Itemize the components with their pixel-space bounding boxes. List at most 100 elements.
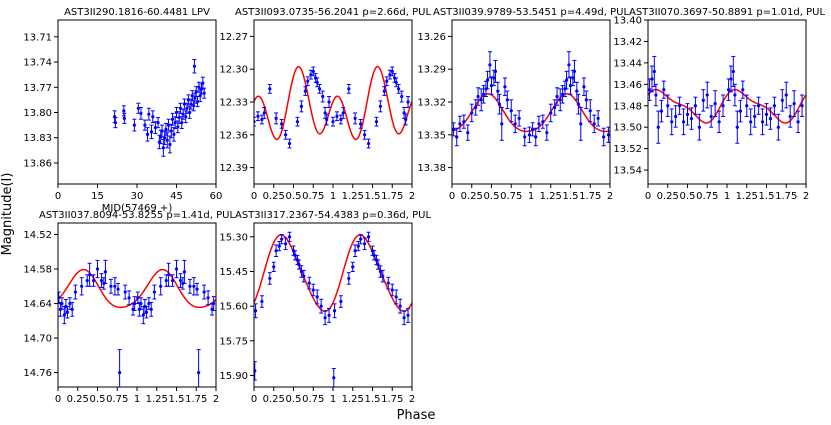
data-point (584, 90, 589, 110)
point-marker (299, 104, 303, 108)
point-marker (353, 249, 357, 253)
point-marker (582, 85, 586, 89)
data-point (202, 87, 207, 99)
point-marker (122, 116, 126, 120)
point-marker (466, 131, 470, 135)
data-point (530, 122, 535, 137)
point-marker (99, 278, 104, 283)
point-marker (697, 125, 701, 129)
point-marker (564, 78, 569, 82)
point-marker (287, 235, 292, 239)
point-marker (363, 242, 367, 246)
data-point (362, 237, 367, 251)
y-tick-label: 13.32 (417, 98, 446, 109)
x-tick-label: 0 (645, 191, 651, 202)
point-marker (470, 111, 474, 115)
point-marker (145, 132, 150, 136)
point-marker (406, 313, 410, 317)
data-point (145, 127, 150, 142)
point-marker (268, 87, 272, 91)
x-tick-label: 1.75 (185, 394, 207, 405)
data-point (192, 59, 197, 74)
point-marker (284, 242, 288, 246)
panels: AST3II290.1816-60.4481 LPV 0 15 30 45 60 13.71… (23, 7, 825, 405)
point-marker (721, 104, 725, 108)
data-point (283, 237, 288, 251)
chart-title: AST3II037.8094-53.8255 p=1.41d, PUL (39, 210, 235, 221)
chart-panel-3: AST3II039.9789-53.5451 p=4.49d, PUL 0 0.25… (417, 7, 629, 202)
point-marker (717, 120, 721, 124)
point-marker (488, 63, 492, 67)
data-point (681, 108, 686, 136)
point-marker (113, 284, 117, 288)
data-point (487, 51, 492, 79)
data-point (717, 110, 722, 134)
point-marker (400, 94, 404, 99)
data-point (760, 108, 765, 136)
point-marker (332, 376, 336, 380)
data-point (254, 361, 257, 381)
point-marker (404, 117, 408, 122)
point-marker (103, 270, 107, 274)
point-marker (659, 109, 664, 113)
point-marker (88, 273, 92, 277)
point-marker (492, 76, 496, 80)
point-marker (164, 127, 168, 131)
point-marker (584, 98, 588, 102)
data-point (311, 283, 316, 297)
point-marker (306, 79, 310, 83)
data-point (744, 94, 749, 117)
point-marker (168, 142, 172, 147)
point-marker (185, 106, 189, 110)
point-marker (95, 267, 100, 271)
data-point (800, 94, 805, 117)
data-point (578, 106, 583, 141)
data-point (122, 112, 127, 124)
data-point (558, 88, 563, 112)
data-point (341, 106, 346, 119)
point-marker (764, 112, 769, 116)
data-point (323, 106, 328, 119)
point-marker (503, 85, 507, 89)
point-marker (189, 102, 193, 106)
data-point (301, 269, 306, 283)
data-point (65, 305, 70, 319)
data-point (144, 305, 149, 319)
data-point (513, 114, 518, 134)
point-marker (709, 114, 713, 119)
point-marker (784, 93, 788, 97)
data-point (399, 90, 404, 103)
point-marker (139, 111, 143, 115)
data-point (99, 273, 104, 288)
point-marker (169, 129, 173, 133)
point-marker (159, 284, 163, 288)
x-tick-label: 2 (803, 191, 809, 202)
point-marker (143, 123, 147, 127)
data-point (665, 94, 670, 117)
data-point (79, 277, 84, 296)
x-tick-label: 0.75 (696, 191, 718, 202)
point-marker (545, 131, 549, 135)
data-point (653, 83, 658, 107)
point-marker (180, 121, 184, 125)
point-marker (176, 125, 180, 129)
data-point (374, 116, 379, 127)
x-tick-label: 2 (409, 191, 415, 202)
data-point (398, 298, 403, 314)
data-point (792, 90, 797, 117)
point-marker (184, 115, 188, 119)
point-marker (476, 94, 480, 99)
point-marker (479, 98, 483, 102)
point-marker (776, 125, 780, 129)
point-marker (652, 69, 656, 74)
point-marker (735, 125, 739, 129)
y-tick-label: 12.36 (219, 130, 248, 141)
point-marker (347, 87, 351, 91)
data-point (165, 132, 170, 149)
point-marker (192, 64, 197, 68)
point-marker (780, 98, 784, 102)
data-point (103, 259, 108, 284)
data-point (396, 84, 401, 94)
data-point (331, 368, 336, 387)
point-marker (452, 127, 456, 131)
